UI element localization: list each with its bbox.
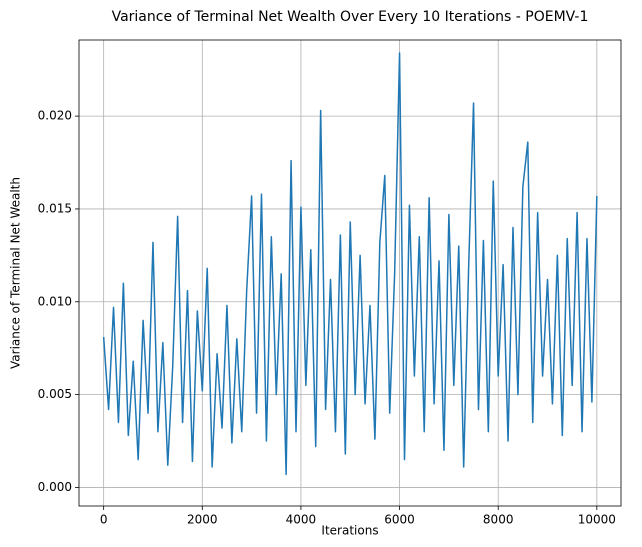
- x-tick-label: 4000: [286, 513, 317, 527]
- y-axis-label: Variance of Terminal Net Wealth: [9, 177, 23, 369]
- data-line: [102, 52, 598, 476]
- y-tick-label: 0.005: [38, 387, 72, 401]
- x-tick-label: 10000: [578, 513, 616, 527]
- y-tick-label: 0.020: [38, 109, 72, 123]
- chart-title: Variance of Terminal Net Wealth Over Eve…: [112, 9, 589, 25]
- plot-frame: [78, 39, 622, 507]
- x-tick-label: 8000: [483, 513, 514, 527]
- x-tick-label: 6000: [384, 513, 415, 527]
- y-tick-label: 0.015: [38, 201, 72, 215]
- x-tick-label: 0: [100, 513, 108, 527]
- x-tick-label: 2000: [187, 513, 218, 527]
- y-tick-label: 0.010: [38, 294, 72, 308]
- y-tick-label: 0.000: [38, 480, 72, 494]
- x-axis-label: Iterations: [321, 524, 378, 538]
